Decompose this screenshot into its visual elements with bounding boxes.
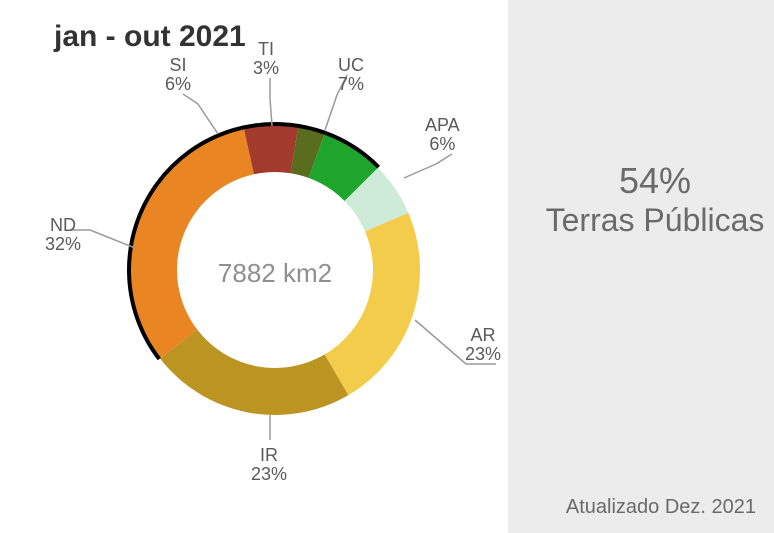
label-ND: ND32% [45, 216, 81, 254]
footer-updated: Atualizado Dez. 2021 [566, 496, 756, 519]
chart-stage: jan - out 2021 7882 km2 54% Terras Públi… [0, 0, 774, 533]
label-AR: AR23% [465, 326, 501, 364]
label-IR: IR23% [251, 446, 287, 484]
center-value: 7882 km2 [175, 258, 375, 289]
donut-svg [0, 0, 774, 533]
label-APA: APA6% [425, 116, 460, 154]
label-TI: TI3% [253, 40, 279, 78]
label-UC: UC7% [338, 56, 364, 94]
slice-ND [130, 128, 254, 358]
slice-AR [325, 213, 420, 395]
highlight-text: 54% Terras Públicas [540, 160, 770, 239]
label-SI: SI6% [165, 56, 191, 94]
chart-title: jan - out 2021 [54, 20, 246, 54]
slice-IR [160, 330, 348, 415]
